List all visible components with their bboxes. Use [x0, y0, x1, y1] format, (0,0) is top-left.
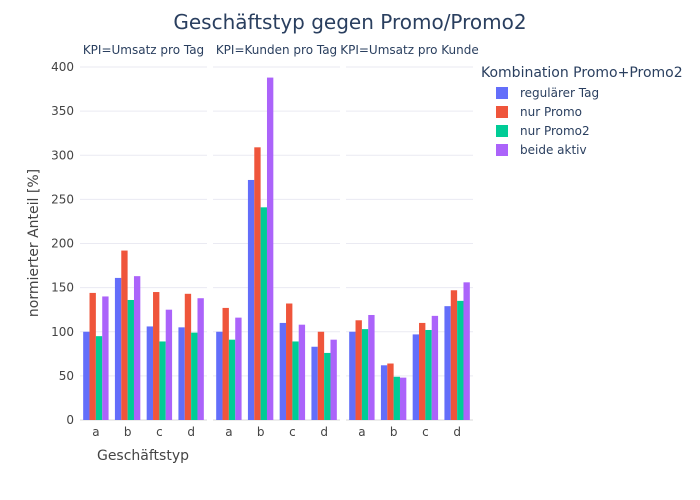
bar[interactable]	[216, 331, 223, 420]
x-tick-label: a	[225, 425, 232, 439]
bar[interactable]	[292, 341, 299, 420]
panel-titles: KPI=Umsatz pro Tag KPI=Kunden pro Tag KPI=…	[83, 43, 479, 57]
bar[interactable]	[254, 147, 261, 420]
y-tick-label: 300	[51, 148, 74, 162]
bar[interactable]	[235, 317, 242, 420]
x-tick-label: c	[289, 425, 296, 439]
bar[interactable]	[450, 290, 458, 420]
chart-title: Geschäftstyp gegen Promo/Promo2	[173, 10, 526, 34]
y-tick-label: 350	[51, 104, 74, 118]
bar[interactable]	[159, 341, 166, 420]
legend-item[interactable]: nur Promo	[496, 105, 582, 119]
bar[interactable]	[121, 250, 128, 420]
bar[interactable]	[286, 303, 293, 420]
y-tick-label: 150	[51, 281, 74, 295]
bar[interactable]	[184, 293, 192, 420]
x-tick-label: c	[156, 425, 163, 439]
panel-title: KPI=Kunden pro Tag	[216, 43, 337, 57]
bar[interactable]	[311, 346, 318, 420]
bar[interactable]	[431, 315, 439, 420]
panel-title: KPI=Umsatz pro Kunde	[340, 43, 479, 57]
bar[interactable]	[324, 352, 331, 420]
bar[interactable]	[89, 292, 96, 420]
bar[interactable]	[279, 322, 287, 420]
bar[interactable]	[102, 296, 109, 420]
y-tick-label: 100	[51, 325, 74, 339]
legend-item[interactable]: regulärer Tag	[496, 86, 599, 100]
legend[interactable]: Kombination Promo+Promo2 regulärer Tag nu…	[481, 65, 683, 157]
y-tick-label: 400	[51, 60, 74, 74]
bar[interactable]	[368, 314, 375, 420]
bar[interactable]	[361, 329, 369, 420]
legend-label: regulärer Tag	[520, 86, 599, 100]
y-tick-label: 50	[59, 369, 74, 383]
bar[interactable]	[83, 331, 90, 420]
x-tick-label: b	[124, 425, 132, 439]
bar[interactable]	[197, 298, 204, 420]
bar[interactable]	[412, 334, 420, 420]
bar[interactable]	[266, 77, 274, 420]
bar[interactable]	[95, 336, 103, 420]
x-tick-label: b	[257, 425, 265, 439]
bar[interactable]	[191, 332, 198, 420]
x-tick-label: d	[453, 425, 461, 439]
bar[interactable]	[228, 339, 236, 420]
bar[interactable]	[393, 376, 400, 420]
bar[interactable]	[114, 277, 122, 420]
y-axis-ticks: 0 50 100 150 200 250 300 350 400	[51, 60, 74, 427]
legend-item[interactable]: beide aktiv	[496, 143, 587, 157]
bar[interactable]	[355, 320, 362, 420]
legend-title: Kombination Promo+Promo2	[481, 65, 683, 81]
bar[interactable]	[330, 339, 337, 420]
bar[interactable]	[463, 282, 470, 420]
bar[interactable]	[298, 324, 306, 420]
x-tick-label: d	[187, 425, 195, 439]
y-tick-label: 250	[51, 192, 74, 206]
bar[interactable]	[444, 306, 451, 420]
bar[interactable]	[425, 329, 432, 420]
bar[interactable]	[133, 276, 141, 420]
panel-title: KPI=Umsatz pro Tag	[83, 43, 204, 57]
legend-label: beide aktiv	[520, 143, 587, 157]
legend-swatch	[496, 125, 508, 137]
x-tick-label: b	[390, 425, 398, 439]
bar[interactable]	[247, 179, 255, 420]
bar[interactable]	[399, 377, 407, 420]
x-tick-label: d	[320, 425, 328, 439]
legend-swatch	[496, 106, 508, 118]
bar[interactable]	[419, 322, 426, 420]
bar[interactable]	[380, 365, 388, 420]
legend-item[interactable]: nur Promo2	[496, 124, 590, 138]
x-tick-label: a	[92, 425, 99, 439]
bar[interactable]	[457, 300, 464, 420]
x-tick-label: c	[422, 425, 429, 439]
legend-label: nur Promo	[520, 105, 582, 119]
y-tick-label: 0	[66, 413, 74, 427]
bar[interactable]	[387, 363, 394, 420]
y-axis-label: normierter Anteil [%]	[26, 169, 42, 317]
bar[interactable]	[222, 307, 229, 420]
bar[interactable]	[349, 331, 356, 420]
bar[interactable]	[317, 331, 325, 420]
legend-swatch	[496, 87, 508, 99]
legend-label: nur Promo2	[520, 124, 590, 138]
y-tick-label: 200	[51, 237, 74, 251]
x-tick-label: a	[358, 425, 365, 439]
bar[interactable]	[146, 326, 154, 420]
bar[interactable]	[153, 292, 160, 420]
bars	[83, 77, 470, 420]
legend-swatch	[496, 144, 508, 156]
bar[interactable]	[260, 207, 267, 420]
bar[interactable]	[165, 309, 173, 420]
bar[interactable]	[178, 327, 185, 420]
bar[interactable]	[127, 299, 134, 420]
x-axis-label: Geschäftstyp	[97, 448, 189, 464]
